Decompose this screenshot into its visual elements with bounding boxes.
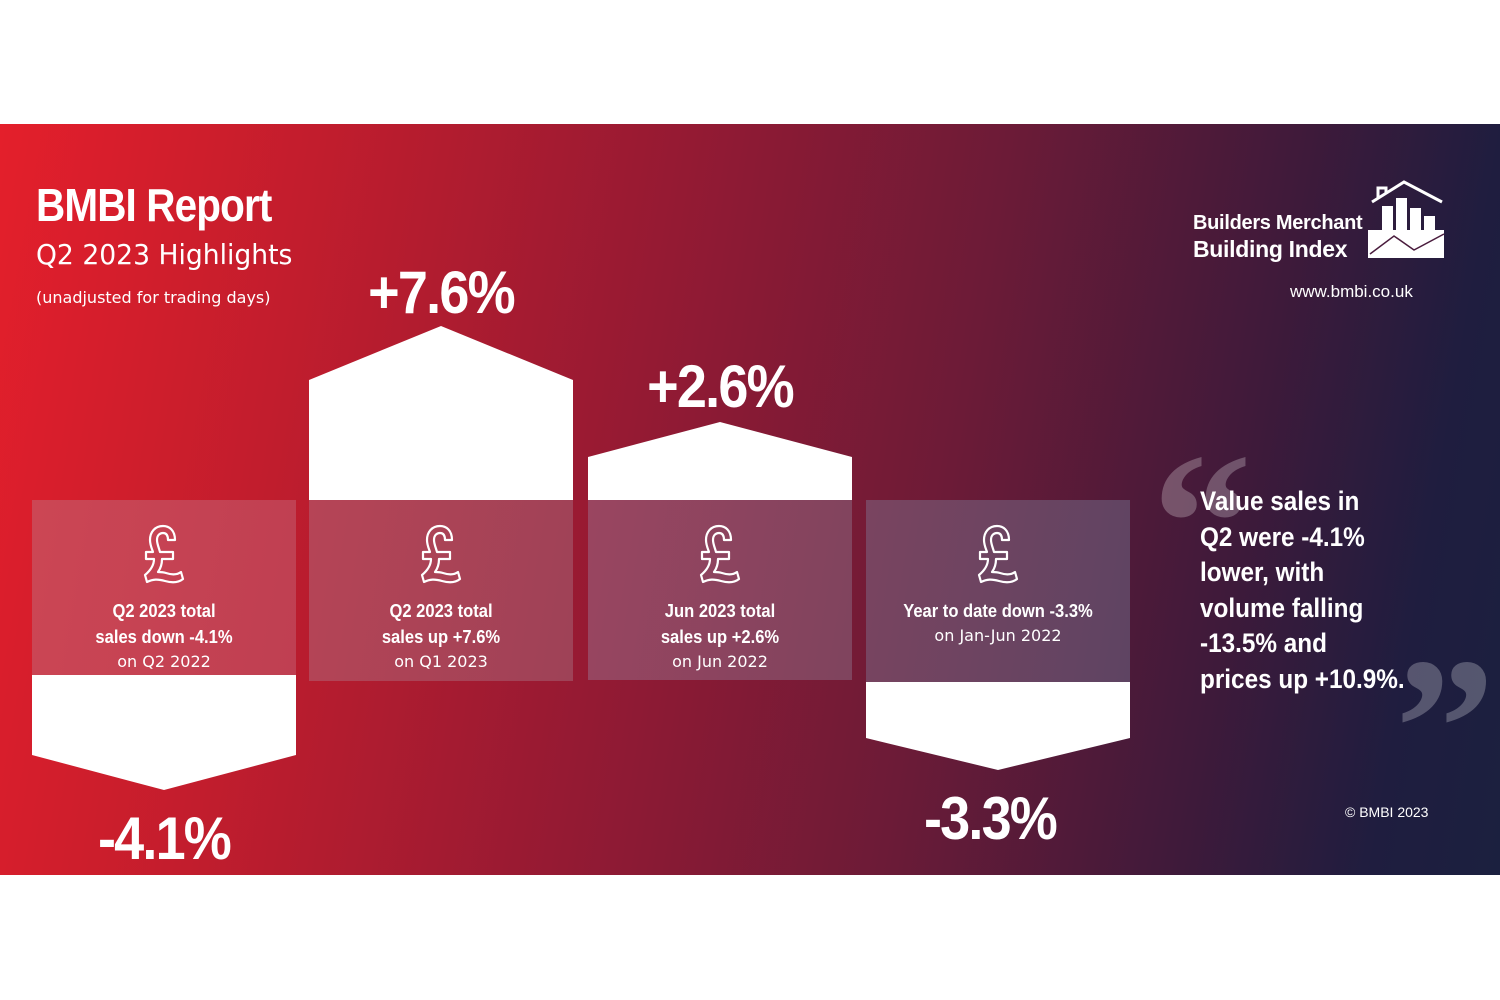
open-quote-icon: “ [1152, 413, 1252, 634]
up-house-shape [309, 326, 573, 502]
trading-days-note: (unadjusted for trading days) [36, 288, 271, 307]
big-value-ytd: -3.3% [923, 785, 1058, 852]
summary-quote: Value sales in Q2 were -4.1% lower, with… [1200, 484, 1405, 697]
pound-sign-icon [977, 524, 1019, 584]
stat-card-q2-yoy-overlay: Q2 2023 total sales down -4.1% on Q2 202… [32, 500, 296, 675]
card-comparison: on Q1 2023 [394, 652, 488, 671]
card-headline-1: Jun 2023 total [664, 601, 776, 621]
stat-card-q2-qoq: Q2 2023 total sales up +7.6% on Q1 2023 [309, 500, 573, 681]
infographic-banner: BMBI Report Q2 2023 Highlights (unadjust… [0, 124, 1500, 875]
quote-line: -13.5% and [1200, 628, 1327, 658]
card-headline-2: sales up +2.6% [660, 627, 780, 647]
page-subtitle: Q2 2023 Highlights [36, 238, 293, 271]
close-quote-icon: ” [1395, 618, 1495, 839]
pound-sign-icon [143, 524, 185, 584]
card-headline-1: Q2 2023 total [112, 601, 216, 621]
quote-line: Q2 were -4.1% [1200, 521, 1365, 552]
logo-line-1: Builders Merchant [1193, 212, 1363, 234]
logo-text: Builders Merchant Building Index [1193, 210, 1363, 262]
quote-line: volume falling [1200, 592, 1364, 623]
big-value-jun-yoy: +2.6% [647, 353, 794, 420]
card-comparison: on Q2 2022 [117, 652, 211, 671]
pound-sign-icon [420, 524, 462, 584]
big-value-q2-qoq: +7.6% [368, 259, 515, 326]
card-comparison: on Jun 2022 [672, 652, 768, 671]
logo-line-2: Building Index [1193, 236, 1348, 262]
quote-line: lower, with [1200, 557, 1325, 587]
stat-card-jun-yoy: Jun 2023 total sales up +2.6% on Jun 202… [588, 500, 852, 680]
card-headline-2: sales down -4.1% [95, 627, 233, 647]
website-link[interactable]: www.bmbi.co.uk [1290, 282, 1413, 301]
card-headline-1: Year to date down -3.3% [903, 601, 1093, 621]
house-bar-chart-icon [1368, 180, 1445, 258]
up-house-shape [588, 422, 852, 502]
card-comparison: on Jan-Jun 2022 [934, 626, 1062, 645]
copyright-notice: © BMBI 2023 [1345, 804, 1429, 820]
card-headline-1: Q2 2023 total [389, 601, 493, 621]
card-headline-2: sales up +7.6% [381, 627, 501, 647]
stat-card-ytd: Year to date down -3.3% on Jan-Jun 2022 [866, 500, 1130, 682]
page-title: BMBI Report [36, 179, 272, 231]
quote-line: Value sales in [1200, 486, 1360, 516]
big-value-q2-yoy: -4.1% [97, 805, 232, 872]
quote-line: prices up +10.9%. [1200, 663, 1405, 694]
pound-sign-icon [699, 524, 741, 584]
bmbi-logo: Builders Merchant Building Index [1190, 180, 1450, 270]
